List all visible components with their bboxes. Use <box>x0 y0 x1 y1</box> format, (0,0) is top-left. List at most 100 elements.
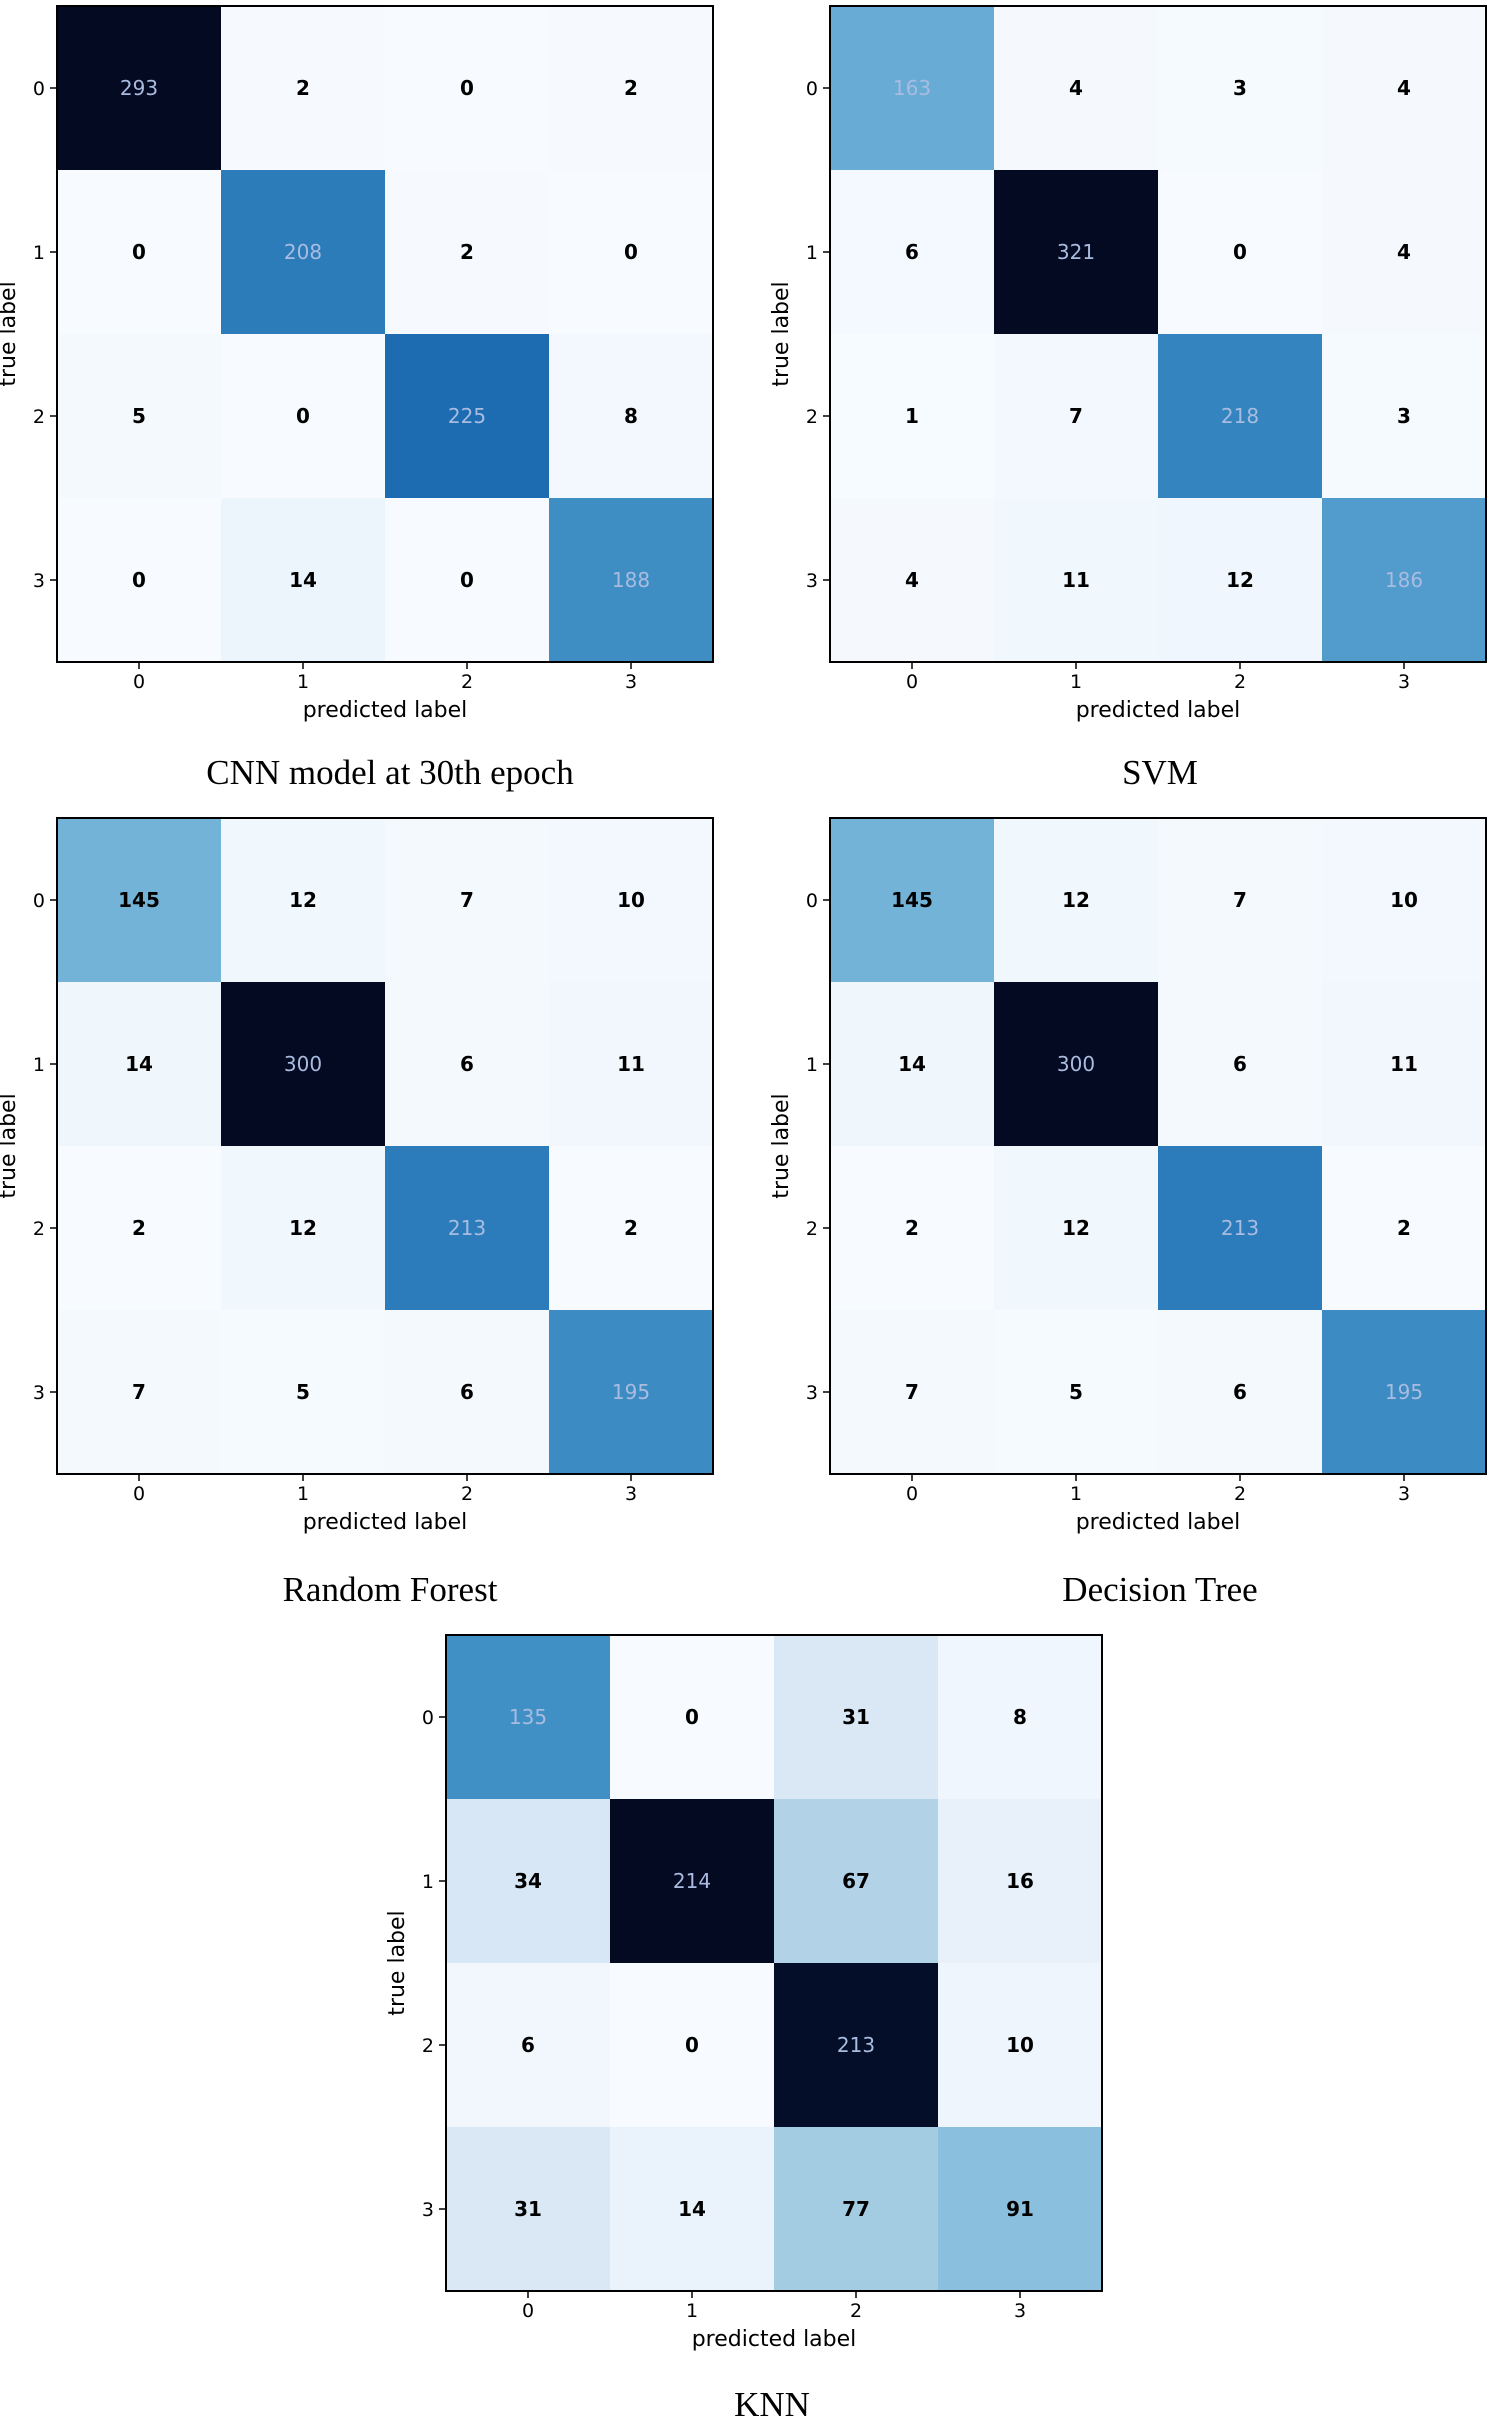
x-tick-label: 3 <box>625 1483 637 1505</box>
x-tick-label: 3 <box>1014 2300 1026 2322</box>
x-tick-label: 2 <box>850 2300 862 2322</box>
cell-value-label: 14 <box>678 2197 706 2221</box>
cell-value-label: 11 <box>1062 568 1090 592</box>
cell-value-label: 12 <box>289 888 317 912</box>
cell-value-label: 5 <box>1069 1380 1083 1404</box>
heatmap-cell <box>385 982 550 1147</box>
cell-value-label: 7 <box>905 1380 919 1404</box>
cell-value-label: 7 <box>1069 404 1083 428</box>
heatmap-cell <box>1158 982 1323 1147</box>
x-tick-label: 1 <box>297 671 309 693</box>
cell-value-label: 208 <box>284 240 322 264</box>
heatmap-cell <box>610 1635 775 1800</box>
x-tick-label: 3 <box>1398 1483 1410 1505</box>
y-tick-label: 1 <box>422 1871 434 1893</box>
x-tick-label: 0 <box>522 2300 534 2322</box>
heatmap-cell <box>994 982 1159 1147</box>
cell-value-label: 67 <box>842 1869 870 1893</box>
y-tick-label: 2 <box>33 1218 45 1240</box>
cell-value-label: 188 <box>612 568 650 592</box>
cell-value-label: 214 <box>673 1869 711 1893</box>
y-tick-label: 0 <box>422 1707 434 1729</box>
cell-value-label: 2 <box>460 240 474 264</box>
cell-value-label: 10 <box>1006 2033 1034 2057</box>
x-tick-label: 0 <box>906 1483 918 1505</box>
cell-value-label: 300 <box>284 1052 322 1076</box>
cell-value-label: 2 <box>624 76 638 100</box>
heatmap-cell <box>1158 498 1323 663</box>
y-axis-label: true label <box>385 1910 410 2015</box>
cell-value-label: 12 <box>289 1216 317 1240</box>
cell-value-label: 186 <box>1385 568 1423 592</box>
cell-value-label: 31 <box>842 1705 870 1729</box>
heatmap-cnn: 293 2 0 2 0 208 2 0 5 0 225 8 0 14 0 188 0 1 2 3 0 1 2 3 predict… <box>0 5 714 723</box>
cell-value-label: 31 <box>514 2197 542 2221</box>
heatmap-cell <box>1322 6 1487 171</box>
cell-value-label: 11 <box>1390 1052 1418 1076</box>
heatmap-cell <box>830 1310 995 1475</box>
y-tick-label: 3 <box>33 570 45 592</box>
cell-value-label: 8 <box>1013 1705 1027 1729</box>
panel-title-decision-tree: Decision Tree <box>1062 1570 1258 1609</box>
heatmap-cell <box>221 818 386 983</box>
cell-value-label: 2 <box>296 76 310 100</box>
y-tick-label: 1 <box>33 242 45 264</box>
x-tick-label: 2 <box>461 671 473 693</box>
cell-value-label: 16 <box>1006 1869 1034 1893</box>
y-tick-label: 2 <box>806 406 818 428</box>
cell-value-label: 6 <box>1233 1380 1247 1404</box>
x-tick-label: 1 <box>1070 1483 1082 1505</box>
x-tick-label: 2 <box>1234 671 1246 693</box>
panel-title-svm: SVM <box>1122 753 1198 792</box>
heatmap-cell <box>994 6 1159 171</box>
heatmap-cell <box>994 498 1159 663</box>
heatmap-cell <box>57 498 222 663</box>
cell-value-label: 4 <box>905 568 919 592</box>
cell-value-label: 4 <box>1069 76 1083 100</box>
heatmap-cell <box>774 1635 939 1800</box>
heatmap-cell <box>1322 334 1487 499</box>
heatmap-cell <box>57 6 222 171</box>
heatmap-frame <box>445 1634 1103 2292</box>
cell-value-label: 5 <box>296 1380 310 1404</box>
heatmap-cell <box>830 498 995 663</box>
cell-value-label: 10 <box>617 888 645 912</box>
heatmap-cell <box>938 1799 1103 1964</box>
y-tick-label: 2 <box>422 2035 434 2057</box>
heatmap-cell <box>549 1146 714 1311</box>
heatmap-cell <box>994 818 1159 983</box>
cell-value-label: 12 <box>1062 888 1090 912</box>
cell-value-label: 14 <box>289 568 317 592</box>
panel-title-random-forest: Random Forest <box>282 1570 498 1609</box>
cell-value-label: 163 <box>893 76 931 100</box>
heatmap-cell <box>57 982 222 1147</box>
heatmap-cell <box>549 818 714 983</box>
cell-value-label: 213 <box>1221 1216 1259 1240</box>
x-axis-label: predicted label <box>692 2327 857 2352</box>
heatmap-cell <box>221 6 386 171</box>
heatmap-cell <box>1158 334 1323 499</box>
x-tick-label: 1 <box>686 2300 698 2322</box>
x-tick-label: 0 <box>133 671 145 693</box>
heatmap-cell <box>57 170 222 335</box>
x-axis-label: predicted label <box>303 698 468 723</box>
heatmap-cell <box>446 1799 611 1964</box>
heatmap-cell <box>385 334 550 499</box>
x-axis-label: predicted label <box>1076 1510 1241 1535</box>
cell-value-label: 3 <box>1233 76 1247 100</box>
y-axis-label: true label <box>769 1093 794 1198</box>
cell-value-label: 14 <box>125 1052 153 1076</box>
heatmap-cell <box>446 1635 611 1800</box>
cell-value-label: 12 <box>1062 1216 1090 1240</box>
heatmap-cell <box>221 982 386 1147</box>
cell-value-label: 135 <box>509 1705 547 1729</box>
cell-value-label: 300 <box>1057 1052 1095 1076</box>
heatmap-cell <box>221 334 386 499</box>
cell-value-label: 225 <box>448 404 486 428</box>
heatmap-cell <box>610 1799 775 1964</box>
y-tick-label: 2 <box>33 406 45 428</box>
heatmap-cell <box>549 170 714 335</box>
